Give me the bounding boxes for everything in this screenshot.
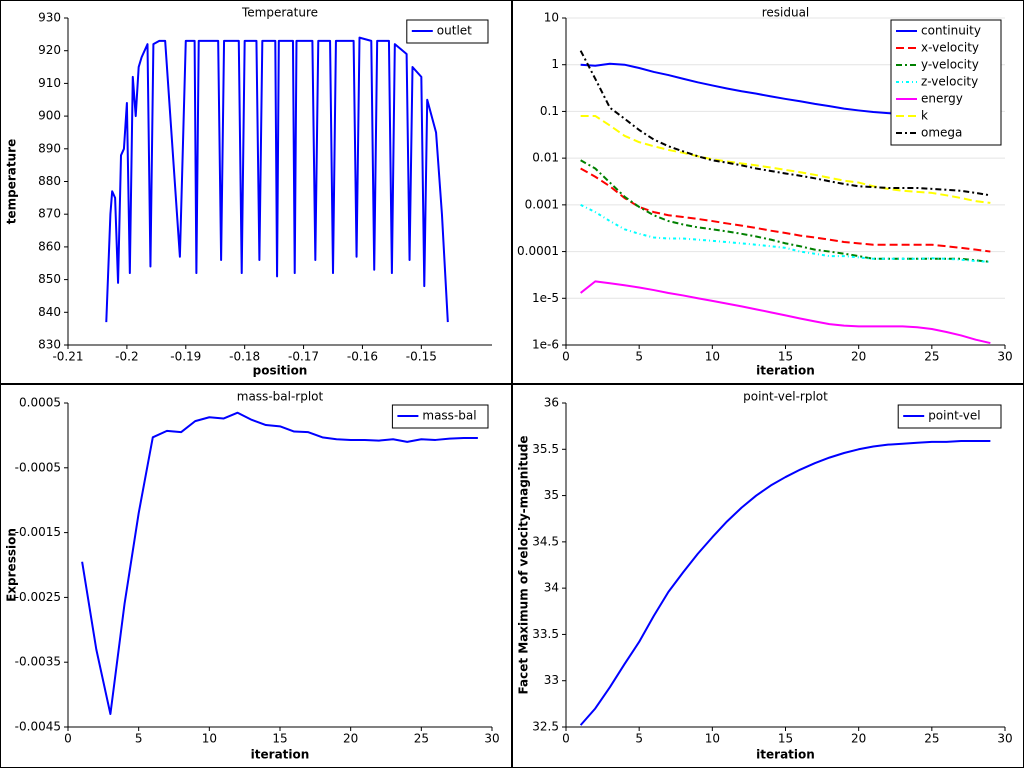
y-tick-label: 880: [38, 174, 61, 188]
chart-title: Temperature: [241, 6, 318, 20]
x-tick-label: 10: [705, 350, 720, 364]
x-tick-label: 0: [64, 732, 72, 746]
y-tick-label: 0.0005: [19, 396, 61, 410]
x-tick-label: -0.17: [288, 350, 319, 364]
y-tick-label: 890: [38, 141, 61, 155]
series-line: [580, 280, 991, 345]
y-tick-label: 34: [544, 581, 559, 595]
x-tick-label: 30: [484, 732, 499, 746]
x-axis-label: iteration: [756, 364, 815, 378]
y-tick-label: 33.5: [532, 627, 559, 641]
x-tick-label: -0.16: [347, 350, 378, 364]
x-tick-label: 15: [272, 732, 287, 746]
x-tick-label: -0.15: [406, 350, 437, 364]
x-tick-label: -0.21: [52, 350, 83, 364]
y-axis-label: Expression: [5, 528, 19, 602]
x-tick-label: -0.18: [229, 350, 260, 364]
x-axis-label: position: [253, 364, 308, 378]
x-tick-label: 20: [851, 732, 866, 746]
y-tick-label: 0.001: [525, 197, 559, 211]
legend-box: [391, 404, 489, 429]
y-tick-label: 10: [544, 11, 559, 25]
y-tick-label: 0.1: [540, 104, 559, 118]
y-tick-label: 840: [38, 305, 61, 319]
x-tick-label: 5: [135, 732, 143, 746]
legend-label: mass-bal: [422, 409, 476, 423]
legend-label: continuity: [921, 24, 981, 38]
series-line: [580, 114, 991, 204]
x-tick-label: 25: [924, 732, 939, 746]
y-tick-label: -0.0045: [15, 720, 61, 734]
legend-box: [406, 19, 489, 44]
y-tick-label: -0.0025: [15, 590, 61, 604]
series-line: [579, 439, 991, 726]
x-tick-label: 25: [924, 350, 939, 364]
y-tick-label: 830: [38, 338, 61, 352]
y-tick-label: 870: [38, 207, 61, 221]
legend-label: energy: [921, 92, 963, 106]
y-tick-label: 930: [38, 11, 61, 25]
chart-title: residual: [762, 6, 810, 20]
x-tick-label: 30: [997, 350, 1012, 364]
chart-title: point-vel-rplot: [743, 390, 828, 404]
y-tick-label: 32.5: [532, 720, 559, 734]
y-tick-label: 1: [551, 57, 559, 71]
legend-label: point-vel: [928, 409, 980, 423]
x-tick-label: 5: [635, 350, 643, 364]
y-tick-label: 920: [38, 43, 61, 57]
x-tick-label: 15: [778, 732, 793, 746]
series-line: [580, 167, 991, 253]
series-line: [580, 203, 991, 263]
x-axis-label: iteration: [756, 748, 815, 762]
y-tick-label: 36: [544, 396, 559, 410]
series-line: [579, 50, 991, 197]
x-tick-label: 30: [997, 732, 1012, 746]
y-tick-label: 34.5: [532, 534, 559, 548]
series-line: [81, 411, 478, 716]
legend-label: z-velocity: [921, 75, 978, 89]
y-tick-label: 900: [38, 109, 61, 123]
x-tick-label: -0.2: [115, 350, 138, 364]
y-axis-label: Facet Maximum of velocity-magnitude: [517, 436, 531, 695]
y-tick-label: -0.0015: [15, 525, 61, 539]
y-tick-label: 35.5: [532, 442, 559, 456]
legend-box: [897, 404, 1002, 429]
y-tick-label: 1e-6: [532, 338, 559, 352]
x-tick-label: 0: [562, 732, 570, 746]
legend-label: outlet: [437, 24, 472, 38]
x-tick-label: 20: [851, 350, 866, 364]
x-tick-label: 20: [343, 732, 358, 746]
x-tick-label: -0.19: [170, 350, 201, 364]
x-tick-label: 0: [562, 350, 570, 364]
series-line: [105, 36, 449, 323]
y-tick-label: 850: [38, 272, 61, 286]
legend-label: y-velocity: [921, 58, 979, 72]
y-tick-label: 1e-5: [532, 291, 559, 305]
y-tick-label: 33: [544, 673, 559, 687]
y-tick-label: -0.0005: [15, 460, 61, 474]
y-tick-label: 0.0001: [517, 244, 559, 258]
y-tick-label: 910: [38, 76, 61, 90]
y-axis-label: temperature: [5, 139, 19, 224]
x-tick-label: 15: [778, 350, 793, 364]
y-tick-label: -0.0035: [15, 655, 61, 669]
x-tick-label: 5: [635, 732, 643, 746]
y-tick-label: 860: [38, 239, 61, 253]
legend-label: k: [921, 109, 928, 123]
y-tick-label: 0.01: [532, 151, 559, 165]
legend-label: omega: [921, 126, 962, 140]
x-tick-label: 10: [705, 732, 720, 746]
legend-label: x-velocity: [921, 41, 979, 55]
x-tick-label: 10: [202, 732, 217, 746]
legend-box: [890, 19, 1002, 146]
chart-title: mass-bal-rplot: [237, 390, 324, 404]
x-tick-label: 25: [414, 732, 429, 746]
y-tick-label: 35: [544, 488, 559, 502]
x-axis-label: iteration: [251, 748, 310, 762]
